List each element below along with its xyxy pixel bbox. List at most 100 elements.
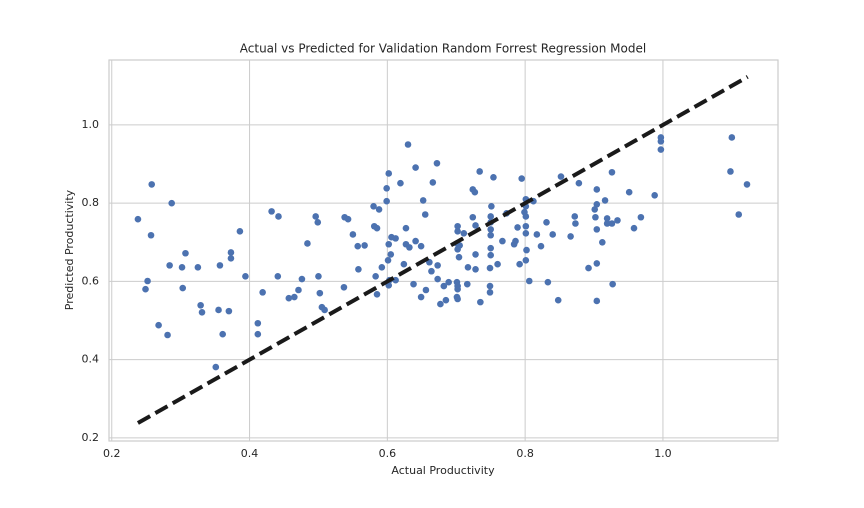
scatter-point — [472, 265, 479, 273]
scatter-point — [593, 297, 601, 305]
scatter-point — [442, 296, 450, 304]
scatter-point — [285, 294, 293, 302]
scatter-point — [593, 260, 601, 267]
scatter-point — [557, 173, 565, 180]
scatter-point — [385, 170, 393, 177]
scatter-point — [392, 235, 399, 242]
scatter-point — [554, 296, 562, 304]
y-tick-label: 0.4 — [82, 353, 100, 366]
scatter-point — [608, 220, 616, 227]
scatter-point — [412, 237, 419, 245]
scatter-point — [601, 197, 609, 204]
scatter-point — [494, 260, 501, 268]
scatter-point — [225, 307, 233, 315]
scatter-point — [522, 256, 530, 264]
y-tick-label: 0.8 — [82, 196, 100, 209]
scatter-point — [410, 280, 417, 288]
scatter-point — [215, 306, 222, 314]
scatter-point — [469, 213, 477, 221]
scatter-point — [275, 213, 282, 220]
scatter-point — [361, 242, 368, 249]
x-tick-label: 0.2 — [103, 447, 121, 460]
scatter-point — [421, 211, 429, 218]
scatter-point — [216, 262, 224, 269]
scatter-point — [437, 300, 444, 308]
scatter-point — [378, 264, 386, 271]
scatter-point — [453, 293, 461, 301]
scatter-point — [567, 233, 574, 240]
scatter-point — [155, 321, 162, 329]
scatter-point — [166, 262, 173, 269]
scatter-point — [522, 213, 530, 220]
scatter-point — [148, 181, 156, 188]
scatter-point — [340, 283, 348, 291]
scatter-point — [518, 175, 525, 182]
scatter-point — [417, 293, 425, 301]
scatter-point — [614, 217, 621, 224]
scatter-point — [134, 215, 142, 223]
scatter-point — [455, 253, 463, 261]
scatter-point — [147, 231, 155, 239]
scatter-point — [487, 213, 494, 220]
scatter-point — [544, 278, 552, 286]
scatter-point — [487, 226, 494, 233]
scatter-point — [486, 264, 494, 272]
scatter-point — [593, 186, 601, 193]
scatter-point — [268, 208, 275, 215]
scatter-point — [549, 231, 557, 238]
scatter-point — [572, 220, 579, 227]
scatter-point — [168, 199, 175, 207]
scatter-point — [274, 273, 282, 280]
scatter-point — [429, 179, 437, 186]
scatter-point — [543, 219, 550, 226]
scatter-point — [355, 265, 362, 273]
scatter-point — [440, 282, 448, 290]
scatter-point — [592, 213, 599, 221]
scatter-point — [727, 168, 734, 175]
y-tick-label: 0.6 — [82, 274, 100, 287]
scatter-point — [608, 168, 616, 176]
scatter-point — [182, 249, 189, 257]
scatter-point — [314, 219, 322, 226]
scatter-point — [298, 275, 306, 283]
scatter-point — [464, 264, 472, 271]
scatter-point — [433, 159, 441, 167]
scatter-point — [295, 286, 302, 294]
scatter-point — [254, 330, 262, 338]
scatter-point — [471, 188, 479, 196]
y-tick-label: 1.0 — [82, 118, 100, 131]
x-tick-label: 0.6 — [379, 447, 397, 460]
scatter-point — [179, 284, 187, 292]
scatter-point — [194, 264, 202, 271]
scatter-point — [144, 277, 151, 285]
scatter-point — [488, 202, 495, 210]
scatter-point — [460, 229, 468, 237]
reference-line — [136, 75, 749, 425]
scatter-point — [164, 331, 171, 339]
x-tick-label: 0.4 — [241, 447, 259, 460]
scatter-point — [735, 211, 743, 218]
scatter-point — [477, 298, 484, 306]
scatter-point — [657, 146, 665, 153]
scatter-point — [397, 179, 404, 187]
scatter-point — [625, 188, 633, 196]
scatter-point — [476, 168, 483, 175]
scatter-point — [487, 251, 494, 259]
scatter-point — [434, 262, 441, 269]
scatter-point — [236, 228, 244, 235]
scatter-point — [591, 206, 599, 213]
x-tick-label: 0.8 — [516, 447, 534, 460]
scatter-point — [454, 222, 461, 230]
y-axis-label: Predicted Productivity — [63, 189, 76, 310]
scatter-point — [400, 260, 408, 268]
scatter-point — [512, 237, 519, 245]
scatter-point — [387, 251, 395, 258]
scatter-point — [227, 255, 235, 262]
scatter-point — [434, 275, 441, 283]
scatter-point — [142, 285, 149, 293]
scatter-point — [315, 273, 322, 280]
scatter-point — [454, 285, 461, 293]
scatter-point — [419, 197, 427, 204]
scatter-point — [486, 289, 494, 296]
scatter-point — [321, 306, 328, 314]
